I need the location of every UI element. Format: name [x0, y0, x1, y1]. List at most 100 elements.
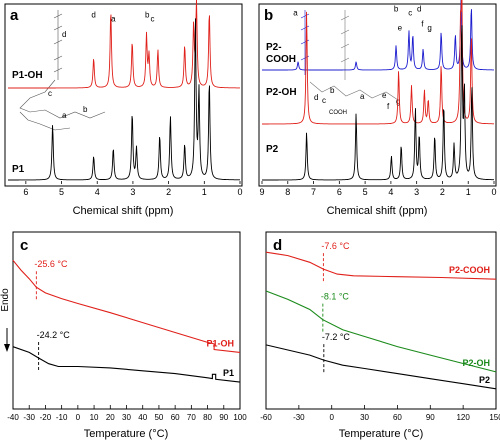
structure-a-label-d: d	[62, 30, 66, 39]
endo-arrow-head	[4, 344, 10, 352]
panel-c-plot: -40 -30 -20 -10 0 10 20 30 40 50 60 70 80 90 100 -25.6 …	[7, 259, 247, 422]
peak-label: f	[421, 19, 424, 28]
spectrum-p2-cooh	[262, 0, 494, 71]
x-tick-label: 60	[171, 413, 180, 422]
panel-c-label: c	[20, 237, 28, 254]
panel-b-plot: 9 8 7 6 5 4 3 2 1 0a b c de f g	[259, 0, 497, 197]
peak-label: c	[151, 15, 155, 24]
dsc-curve-p2	[265, 344, 497, 390]
structure-b-cooh	[300, 10, 310, 75]
structure-a	[19, 10, 106, 131]
panel-c-xlabel: Temperature (°C)	[84, 428, 168, 440]
tg-label: -7.2 °C	[322, 332, 351, 342]
tg-label: -8.1 °C	[321, 292, 350, 302]
x-tick-label: 2	[440, 187, 445, 197]
series-name: P2-OH	[462, 358, 490, 368]
x-tick-label: 20	[106, 413, 115, 422]
x-tick-label: 2	[166, 187, 171, 197]
x-tick-label: 5	[59, 187, 64, 197]
dsc-curve-p2-oh	[265, 290, 497, 373]
panel-d-frame	[265, 231, 497, 410]
peak-label: d	[417, 4, 421, 13]
x-tick-label: 3	[130, 187, 135, 197]
peak-label: d	[91, 11, 95, 20]
x-tick-label: -60	[260, 413, 272, 422]
structure-b-oh-label-g: g	[396, 97, 400, 106]
x-tick-label: 0	[237, 187, 242, 197]
structure-b-oh-label-d: d	[314, 93, 318, 102]
x-tick-label: 10	[90, 413, 99, 422]
series-label-p2: P2	[266, 144, 279, 155]
structure-b-oh	[309, 10, 399, 101]
panel-c-ylabel: Endo	[0, 288, 11, 312]
series-label-p1: P1	[12, 164, 25, 175]
panel-b-frame	[258, 3, 497, 187]
panel-a-label: a	[10, 7, 19, 24]
x-tick-label: 4	[388, 187, 393, 197]
dsc-curve-p1	[12, 346, 241, 383]
structure-a-label-c: c	[48, 89, 52, 98]
x-tick-label: -10	[56, 413, 68, 422]
x-tick-label: 70	[187, 413, 196, 422]
structure-b-oh-label-f: f	[387, 102, 390, 111]
x-tick-label: 6	[337, 187, 342, 197]
x-tick-label: 30	[360, 413, 369, 422]
x-tick-label: 9	[259, 187, 264, 197]
x-tick-label: 5	[363, 187, 368, 197]
x-tick-label: 1	[202, 187, 207, 197]
tg-label: -24.2 °C	[37, 330, 71, 340]
peak-label: a	[293, 8, 298, 17]
structure-b-oh-label-a: a	[360, 92, 365, 101]
structure-a-label-b: b	[83, 105, 88, 114]
series-label-p2-cooh-2: COOH	[266, 54, 296, 65]
x-tick-label: 150	[489, 413, 500, 422]
peak-label: b	[394, 4, 399, 13]
spectrum-p2-oh	[262, 0, 494, 125]
peak-label: g	[427, 23, 431, 32]
panel-b-label: b	[264, 7, 273, 24]
structure-b-cooh-text: COOH	[329, 110, 347, 116]
x-tick-label: 90	[426, 413, 435, 422]
series-label-p1-oh: P1-OH	[12, 70, 43, 81]
panel-d-plot: -60 -30 0 30 60 90 120 150 -7.6 °C P2-COOH -8.1 °C…	[260, 241, 500, 422]
series-name: P1-OH	[206, 338, 234, 348]
x-tick-label: 50	[154, 413, 163, 422]
x-tick-label: 3	[414, 187, 419, 197]
x-tick-label: -20	[40, 413, 52, 422]
tg-label: -7.6 °C	[321, 241, 350, 251]
series-label-p2-cooh-1: P2-	[266, 42, 282, 53]
x-tick-label: 0	[76, 413, 81, 422]
x-tick-label: 60	[393, 413, 402, 422]
x-tick-label: 6	[23, 187, 28, 197]
series-name: P1	[223, 368, 234, 378]
panel-b-xlabel: Chemical shift (ppm)	[327, 205, 428, 217]
series-label-p2-oh: P2-OH	[266, 87, 297, 98]
panel-a-plot: 6 5 4 3 2 1 0a b cd	[8, 0, 243, 197]
x-tick-label: 7	[311, 187, 316, 197]
x-tick-label: 30	[122, 413, 131, 422]
panel-a-xlabel: Chemical shift (ppm)	[73, 205, 174, 217]
x-tick-label: 80	[203, 413, 212, 422]
dsc-curve-p2-cooh	[265, 251, 497, 280]
x-tick-label: 0	[491, 187, 496, 197]
x-tick-label: 90	[219, 413, 228, 422]
structure-b-oh-label-e: e	[382, 91, 387, 100]
dsc-curve-p1-oh	[12, 259, 241, 353]
x-tick-label: 100	[233, 413, 247, 422]
structure-b-oh-label-b: b	[330, 86, 335, 95]
x-tick-label: 1	[466, 187, 471, 197]
series-name: P2-COOH	[449, 265, 490, 275]
structure-a-label-a: a	[62, 111, 67, 120]
x-tick-label: -30	[293, 413, 305, 422]
panel-d-label: d	[273, 237, 282, 254]
peak-label: a	[111, 15, 116, 24]
panel-d-xlabel: Temperature (°C)	[339, 428, 423, 440]
x-tick-label: 40	[138, 413, 147, 422]
x-tick-label: 0	[329, 413, 334, 422]
peak-label: c	[408, 8, 412, 17]
x-tick-label: 8	[285, 187, 290, 197]
peak-label: e	[398, 23, 403, 32]
structure-b-oh-label-c: c	[322, 96, 326, 105]
spectrum-p1	[8, 18, 240, 181]
